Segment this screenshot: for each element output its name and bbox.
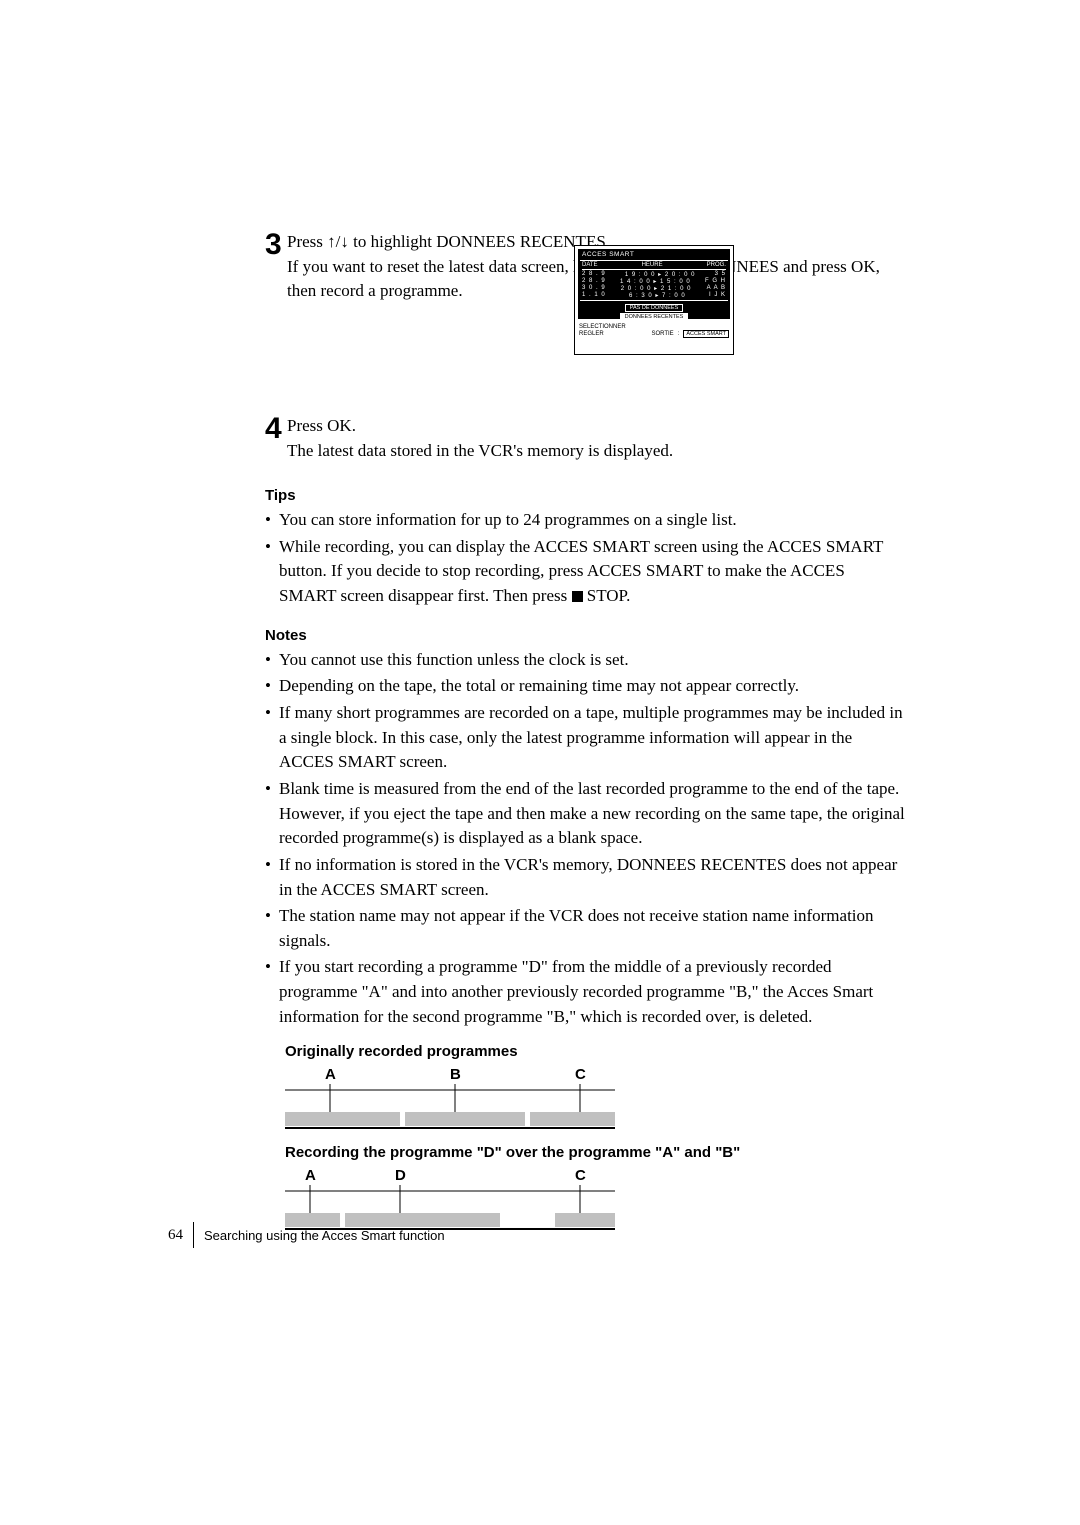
osd-btn-pas: PAS DE DONNEES bbox=[625, 304, 684, 312]
page-footer: 64 Searching using the Acces Smart funct… bbox=[168, 1222, 445, 1248]
down-arrow-icon: ↓ bbox=[340, 232, 349, 251]
osd-hdr-date: DATE bbox=[582, 262, 598, 268]
up-arrow-icon: ↑ bbox=[327, 232, 336, 251]
diagram-label: A bbox=[325, 1066, 336, 1083]
osd-btn-donnees: DONNEES RECENTES bbox=[620, 313, 689, 321]
tip-item: • While recording, you can display the A… bbox=[265, 535, 905, 609]
footer-title: Searching using the Acces Smart function bbox=[204, 1228, 445, 1243]
tip-text: You can store information for up to 24 p… bbox=[279, 508, 905, 533]
notes-list: •You cannot use this function unless the… bbox=[265, 648, 905, 1030]
osd-screen: ACCES SMART DATE HEURE PROG. 2 8 . 91 9 … bbox=[574, 245, 734, 355]
osd-rows: 2 8 . 91 9 : 0 0 ▸ 2 0 : 0 03 52 8 . 91 … bbox=[582, 271, 726, 299]
note-item: •If you start recording a programme "D" … bbox=[265, 955, 905, 1029]
note-item: •The station name may not appear if the … bbox=[265, 904, 905, 953]
bullet-dot: • bbox=[265, 674, 279, 699]
osd-row: 2 8 . 91 9 : 0 0 ▸ 2 0 : 0 03 5 bbox=[582, 271, 726, 278]
bullet-dot: • bbox=[265, 701, 279, 775]
bullet-dot: • bbox=[265, 904, 279, 953]
tips-list: • You can store information for up to 24… bbox=[265, 508, 905, 609]
step4-body-text: The latest data stored in the VCR's memo… bbox=[287, 439, 905, 464]
diagram-label: D bbox=[395, 1167, 406, 1184]
osd-footer: SELECTIONNER REGLER SORTIE : ACCES SMART bbox=[575, 322, 733, 340]
note-text: If you start recording a programme "D" f… bbox=[279, 955, 905, 1029]
osd-footer-sortie: SORTIE bbox=[651, 331, 673, 337]
osd-footer-exit: ACCES SMART bbox=[683, 330, 729, 338]
bullet-dot: • bbox=[265, 535, 279, 609]
diagram1-labels: A B C bbox=[285, 1066, 615, 1084]
step-3-number: 3 bbox=[265, 230, 287, 260]
osd-inner: ACCES SMART DATE HEURE PROG. 2 8 . 91 9 … bbox=[578, 249, 730, 319]
note-item: •If no information is stored in the VCR'… bbox=[265, 853, 905, 902]
osd-table: DATE HEURE PROG. 2 8 . 91 9 : 0 0 ▸ 2 0 … bbox=[580, 260, 728, 301]
diagram-label: C bbox=[575, 1167, 586, 1184]
note-text: If no information is stored in the VCR's… bbox=[279, 853, 905, 902]
note-item: •If many short programmes are recorded o… bbox=[265, 701, 905, 775]
bullet-dot: • bbox=[265, 648, 279, 673]
note-item: •Depending on the tape, the total or rem… bbox=[265, 674, 905, 699]
osd-row: 2 8 . 91 4 : 0 0 ▸ 1 5 : 0 0F G H bbox=[582, 278, 726, 285]
note-item: •You cannot use this function unless the… bbox=[265, 648, 905, 673]
osd-title: ACCES SMART bbox=[580, 251, 636, 258]
step-4-number: 4 bbox=[265, 414, 287, 444]
osd-row: 1 . 1 0 6 : 3 0 ▸ 7 : 0 0I J K bbox=[582, 292, 726, 299]
osd-footer-right: SORTIE : ACCES SMART bbox=[651, 330, 729, 338]
diagram2-title: Recording the programme "D" over the pro… bbox=[285, 1144, 905, 1161]
note-text: You cannot use this function unless the … bbox=[279, 648, 905, 673]
step3-line1-post: to highlight DONNEES RECENTES. bbox=[349, 232, 610, 251]
osd-footer-sel: SELECTIONNER bbox=[579, 324, 626, 331]
tip-stop-suffix: STOP. bbox=[583, 586, 631, 605]
diagram-label: C bbox=[575, 1066, 586, 1083]
step-4: 4 Press OK. The latest data stored in th… bbox=[265, 414, 905, 463]
diagram-label: A bbox=[305, 1167, 316, 1184]
note-text: The station name may not appear if the V… bbox=[279, 904, 905, 953]
footer-divider bbox=[193, 1222, 194, 1248]
page-number: 64 bbox=[168, 1227, 183, 1244]
osd-footer-left: SELECTIONNER REGLER bbox=[579, 324, 626, 338]
bullet-dot: • bbox=[265, 777, 279, 851]
step4-line1: Press OK. bbox=[287, 414, 905, 439]
diagram1: A B C bbox=[285, 1066, 615, 1130]
note-text: If many short programmes are recorded on… bbox=[279, 701, 905, 775]
note-text: Depending on the tape, the total or rema… bbox=[279, 674, 905, 699]
step-4-body: Press OK. The latest data stored in the … bbox=[287, 414, 905, 463]
diagram-label: B bbox=[450, 1066, 461, 1083]
diagram1-svg bbox=[285, 1084, 615, 1130]
osd-row: 3 0 . 92 0 : 0 0 ▸ 2 1 : 0 0A A B bbox=[582, 285, 726, 292]
diagram1-title: Originally recorded programmes bbox=[285, 1043, 905, 1060]
tips-heading: Tips bbox=[265, 487, 905, 504]
step3-line1-pre: Press bbox=[287, 232, 327, 251]
bullet-dot: • bbox=[265, 955, 279, 1029]
notes-heading: Notes bbox=[265, 627, 905, 644]
tip-text: While recording, you can display the ACC… bbox=[279, 535, 905, 609]
bullet-dot: • bbox=[265, 508, 279, 533]
osd-footer-reg: REGLER bbox=[579, 331, 626, 338]
osd-buttons: PAS DE DONNEES DONNEES RECENTES bbox=[580, 304, 728, 322]
osd-hdr-prog: PROG. bbox=[707, 262, 726, 268]
osd-header-row: DATE HEURE PROG. bbox=[582, 262, 726, 270]
bullet-dot: • bbox=[265, 853, 279, 902]
note-item: •Blank time is measured from the end of … bbox=[265, 777, 905, 851]
note-text: Blank time is measured from the end of t… bbox=[279, 777, 905, 851]
osd-hdr-heure: HEURE bbox=[642, 262, 663, 268]
tip-item: • You can store information for up to 24… bbox=[265, 508, 905, 533]
stop-icon bbox=[572, 591, 583, 602]
page-content: 3 Press ↑/↓ to highlight DONNEES RECENTE… bbox=[265, 230, 905, 1231]
diagram2-labels: ADC bbox=[285, 1167, 615, 1185]
